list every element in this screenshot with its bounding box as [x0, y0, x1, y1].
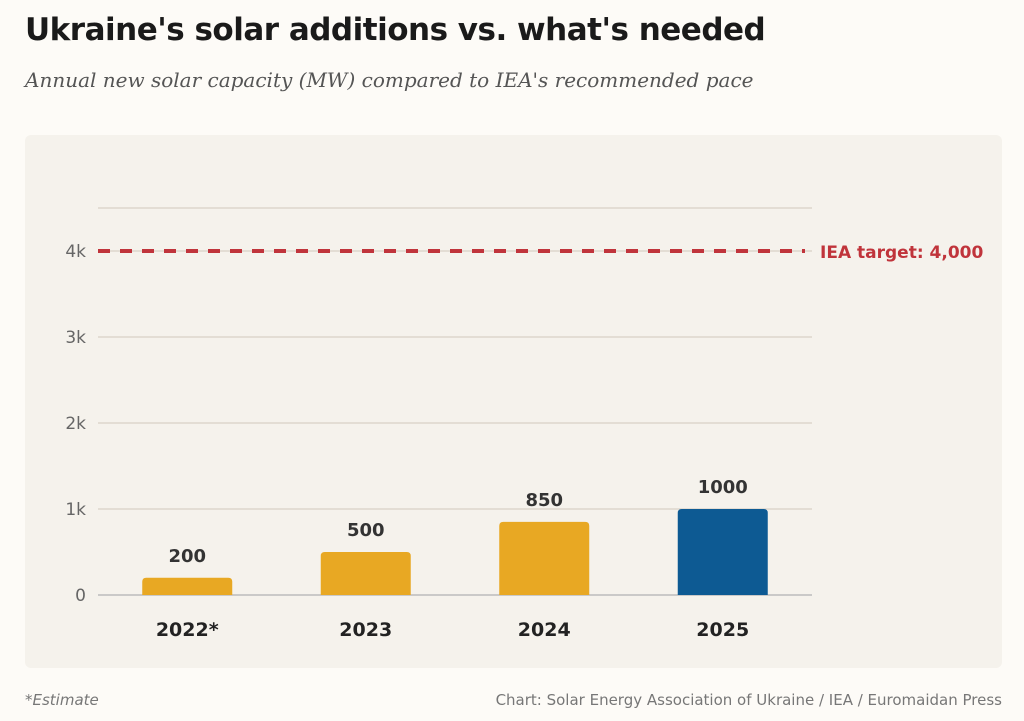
footnote: *Estimate: [25, 691, 99, 709]
iea-target-label: IEA target: 4,000: [820, 243, 983, 263]
x-tick-label: 2025: [696, 619, 749, 641]
data-label: 850: [525, 490, 563, 511]
x-tick-label: 2022*: [156, 619, 219, 641]
chart-subtitle: Annual new solar capacity (MW) compared …: [25, 68, 754, 92]
bar: [142, 577, 233, 595]
data-label: 200: [168, 546, 206, 567]
x-tick-label: 2024: [518, 619, 571, 641]
y-tick-label: 0: [75, 586, 86, 606]
x-tick-label: 2023: [339, 619, 392, 641]
source-credit: Chart: Solar Energy Association of Ukrai…: [495, 691, 1002, 709]
y-tick-label: 4k: [65, 242, 86, 262]
bar: [677, 509, 768, 595]
y-tick-label: 2k: [65, 414, 86, 434]
bar: [320, 552, 411, 595]
y-tick-label: 1k: [65, 500, 86, 520]
y-tick-label: 3k: [65, 328, 86, 348]
chart-title: Ukraine's solar additions vs. what's nee…: [25, 12, 766, 48]
data-label: 500: [347, 520, 385, 541]
data-label: 1000: [698, 477, 748, 498]
bar: [499, 521, 590, 595]
